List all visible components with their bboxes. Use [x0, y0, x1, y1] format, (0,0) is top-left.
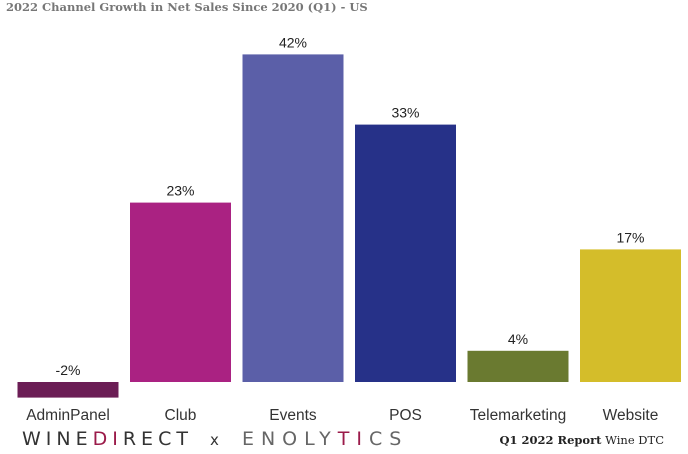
data-label-pos: 33%	[391, 105, 419, 121]
chart-title: 2022 Channel Growth in Net Sales Since 2…	[6, 0, 368, 14]
enolytics-logo: ENOLYTICS	[241, 428, 409, 450]
bar-club	[130, 202, 231, 382]
category-label-website: Website	[603, 407, 659, 424]
logo-separator: x	[210, 431, 219, 449]
winedirect-logo: WINEDIRECT x ENOLYTICS	[22, 428, 409, 450]
data-label-adminpanel: -2%	[56, 362, 81, 378]
category-label-club: Club	[165, 407, 197, 424]
bar-adminpanel	[17, 382, 119, 398]
data-label-club: 23%	[166, 183, 194, 199]
bar-events	[242, 54, 344, 383]
report-caption: Q1 2022 Report Wine DTC	[499, 433, 664, 447]
data-label-website: 17%	[616, 229, 644, 245]
bar-website	[580, 249, 681, 382]
bar-telemarketing	[467, 350, 569, 382]
bar-pos	[355, 124, 456, 382]
data-label-telemarketing: 4%	[508, 331, 528, 347]
data-label-events: 42%	[279, 34, 307, 50]
category-label-telemarketing: Telemarketing	[470, 407, 567, 424]
category-label-adminpanel: AdminPanel	[26, 407, 110, 424]
category-label-pos: POS	[389, 407, 422, 424]
category-label-events: Events	[269, 407, 317, 424]
